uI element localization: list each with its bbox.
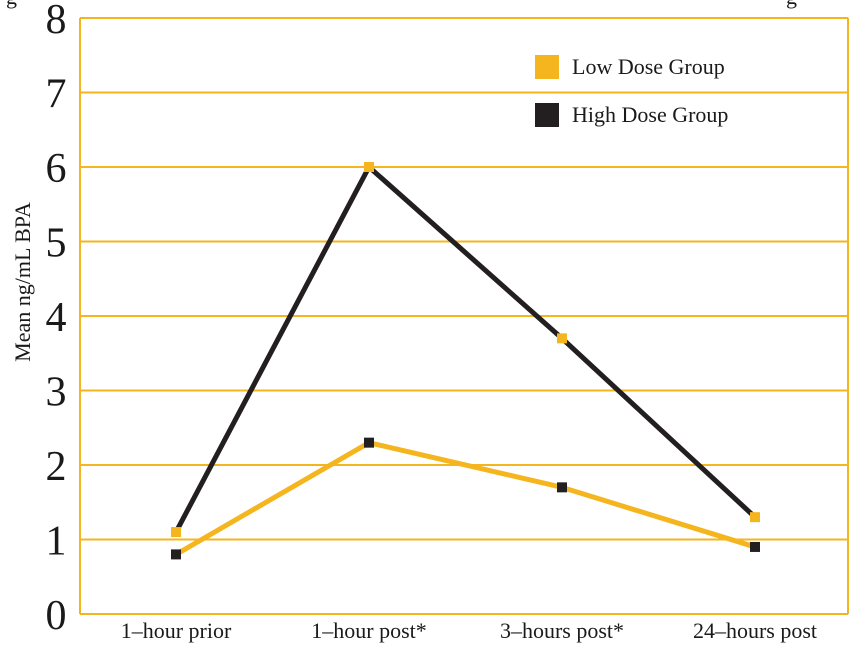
data-point-low-dose (750, 541, 760, 552)
y-tick-label: 3 (46, 370, 67, 416)
legend-swatch (535, 55, 559, 79)
y-tick-label: 0 (46, 593, 67, 639)
series-line-low-dose (173, 440, 758, 557)
y-tick-label: 5 (46, 221, 67, 267)
x-tick-label: 1–hour prior (121, 618, 232, 643)
plot-frame (79, 17, 849, 615)
legend-label: High Dose Group (572, 102, 728, 127)
series-markers (171, 162, 760, 560)
x-tick-label: 1–hour post* (311, 618, 427, 643)
data-point-high-dose (364, 162, 374, 172)
data-point-high-dose (750, 512, 760, 523)
x-tick-label: 24–hours post (693, 618, 817, 643)
y-axis-label: Mean ng/mL BPA (10, 202, 35, 362)
series-line-high-dose (173, 164, 758, 535)
gridlines (80, 91, 848, 541)
data-point-high-dose (171, 527, 181, 538)
y-axis-ticks: 0 1 2 3 4 5 6 7 8 (46, 0, 67, 639)
x-tick-label: 3–hours post* (500, 618, 624, 643)
y-tick-label: 1 (46, 519, 67, 565)
legend: Low Dose Group High Dose Group (535, 54, 728, 127)
legend-label: Low Dose Group (572, 54, 725, 79)
clipped-top-text-left: g (6, 0, 17, 9)
y-tick-label: 4 (46, 295, 67, 341)
legend-swatch (535, 103, 559, 127)
y-tick-label: 2 (46, 444, 67, 490)
data-point-low-dose (171, 549, 181, 560)
series-lines (173, 164, 758, 557)
x-axis-ticks: 1–hour prior 1–hour post* 3–hours post* 24–… (121, 618, 817, 643)
data-point-low-dose (557, 482, 567, 493)
y-tick-label: 8 (46, 0, 67, 43)
y-tick-label: 7 (46, 72, 67, 118)
clipped-top-text-right: g (786, 0, 797, 9)
data-point-high-dose (557, 333, 567, 344)
y-tick-label: 6 (46, 146, 67, 192)
data-point-low-dose (364, 437, 374, 448)
